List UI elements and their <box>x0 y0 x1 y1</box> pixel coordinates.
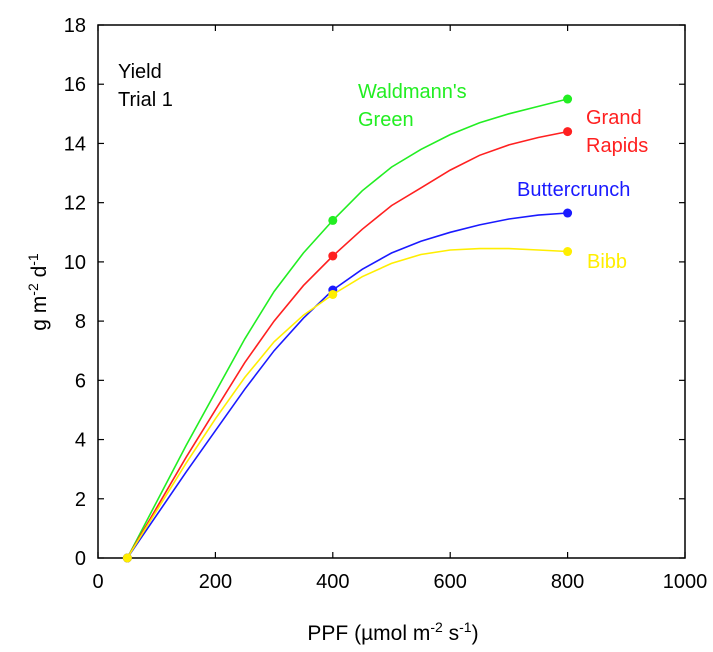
y-tick-label: 12 <box>64 193 86 215</box>
x-tick-label: 400 <box>316 571 349 593</box>
trial-annotation-line2: Trial 1 <box>118 89 173 111</box>
label-grand-rapids-line1: Grand <box>586 107 642 129</box>
y-tick-label: 18 <box>64 15 86 37</box>
y-tick-label: 4 <box>75 430 86 452</box>
series-line-bibb <box>126 247 568 559</box>
label-bibb: Bibb <box>587 251 627 273</box>
data-point-grand-rapids <box>563 127 573 137</box>
y-tick-label: 6 <box>75 370 86 392</box>
data-point-buttercrunch <box>563 208 573 218</box>
y-axis-ticks: 0 2 4 6 8 10 12 14 16 18 <box>64 15 685 570</box>
plot-area-frame <box>97 24 686 559</box>
x-tick-label: 600 <box>434 571 467 593</box>
series-line-buttercrunch <box>126 212 568 559</box>
x-axis-title: PPF (µmol m-2 s-1) <box>307 619 478 645</box>
data-point-waldmann-s-green <box>563 94 573 104</box>
y-tick-label: 2 <box>75 489 86 511</box>
y-tick-label: 8 <box>75 311 86 333</box>
y-tick-label: 10 <box>64 252 86 274</box>
x-axis-ticks: 0 200 400 600 800 1000 <box>92 25 707 593</box>
x-tick-label: 1000 <box>663 571 708 593</box>
y-tick-label: 16 <box>64 74 86 96</box>
trial-annotation-line1: Yield <box>118 61 162 83</box>
x-tick-label: 200 <box>199 571 232 593</box>
data-point-waldmann-s-green <box>328 215 338 225</box>
data-point-bibb <box>122 553 132 563</box>
label-grand-rapids-line2: Rapids <box>586 135 648 157</box>
series-line-waldmann-s-green <box>126 98 568 559</box>
y-tick-label: 0 <box>75 548 86 570</box>
label-waldmanns-green-line1: Waldmann's <box>358 81 467 103</box>
data-point-bibb <box>328 289 338 299</box>
series-layer <box>122 94 573 563</box>
series-line-grand-rapids <box>126 130 568 559</box>
data-point-grand-rapids <box>328 251 338 261</box>
label-waldmanns-green-line2: Green <box>358 109 414 131</box>
data-point-bibb <box>563 247 573 257</box>
label-buttercrunch: Buttercrunch <box>517 179 630 201</box>
y-tick-label: 14 <box>64 133 86 155</box>
y-axis-title: g m-2 d-1 <box>25 253 51 331</box>
x-tick-label: 800 <box>551 571 584 593</box>
x-tick-label: 0 <box>92 571 103 593</box>
